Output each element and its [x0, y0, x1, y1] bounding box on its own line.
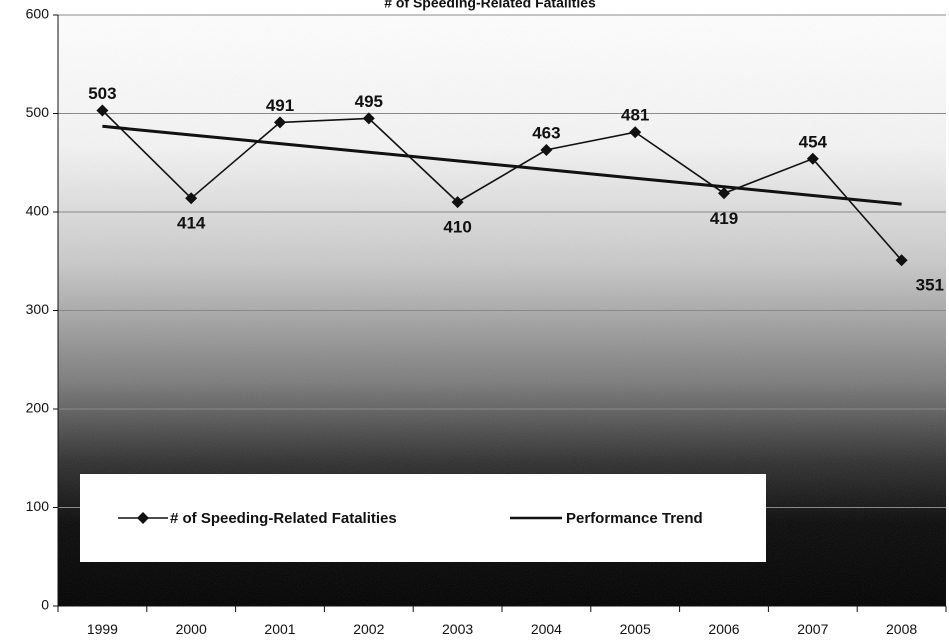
legend: # of Speeding-Related Fatalities Perform… — [80, 474, 766, 562]
x-tick-label: 2008 — [886, 621, 917, 637]
data-label: 414 — [177, 214, 206, 233]
chart-title: # of Speeding-Related Fatalities — [384, 0, 596, 11]
y-tick-label: 200 — [26, 400, 50, 416]
x-tick-label: 2000 — [176, 621, 207, 637]
x-tick-label: 2005 — [620, 621, 651, 637]
fatalities-point — [362, 112, 375, 125]
series — [96, 104, 908, 267]
x-tick-label: 2002 — [353, 621, 384, 637]
legend-label-fatalities: # of Speeding-Related Fatalities — [170, 510, 397, 527]
fatalities-point — [274, 116, 286, 129]
fatalities-point — [718, 187, 730, 200]
x-tick-label: 2003 — [442, 621, 473, 637]
fatalities-line — [101, 109, 903, 261]
data-label: 454 — [799, 132, 828, 151]
legend-box — [80, 474, 766, 562]
y-tick-label: 100 — [26, 498, 50, 514]
data-labels: 503 414 491 495 410 463 481 419 454 351 — [88, 84, 944, 295]
data-label: 410 — [443, 218, 471, 237]
data-label: 503 — [88, 84, 116, 103]
fatalities-point — [540, 143, 553, 156]
y-tick-label: 300 — [26, 301, 50, 317]
fatalities-point — [806, 152, 819, 165]
fatalities-point — [185, 192, 198, 205]
axes: 0 100 200 300 400 500 600 1999 2000 2001 2002 2003 2… — [26, 6, 947, 637]
fatalities-point — [895, 254, 908, 267]
x-tick-label: 2001 — [264, 621, 295, 637]
x-tick-label: 2006 — [708, 621, 739, 637]
data-label: 463 — [532, 123, 560, 142]
x-tick-label: 2004 — [531, 621, 562, 637]
y-tick-label: 600 — [26, 6, 50, 22]
fatalities-point — [451, 196, 464, 209]
x-tick-label: 1999 — [87, 621, 118, 637]
fatalities-point — [629, 126, 642, 139]
y-tick-label: 400 — [26, 203, 50, 219]
trend-line — [102, 124, 902, 206]
y-tick-label: 0 — [41, 597, 49, 613]
fatalities-point — [96, 104, 109, 117]
y-tick-label: 500 — [26, 104, 50, 120]
data-label: 495 — [355, 92, 383, 111]
data-label: 481 — [621, 106, 649, 125]
data-label: 351 — [916, 276, 944, 295]
x-tick-label: 2007 — [797, 621, 828, 637]
data-label: 419 — [710, 209, 738, 228]
legend-label-trend: Performance Trend — [566, 510, 703, 527]
legend-marker-fatalities — [137, 512, 149, 524]
data-label: 491 — [266, 96, 294, 115]
